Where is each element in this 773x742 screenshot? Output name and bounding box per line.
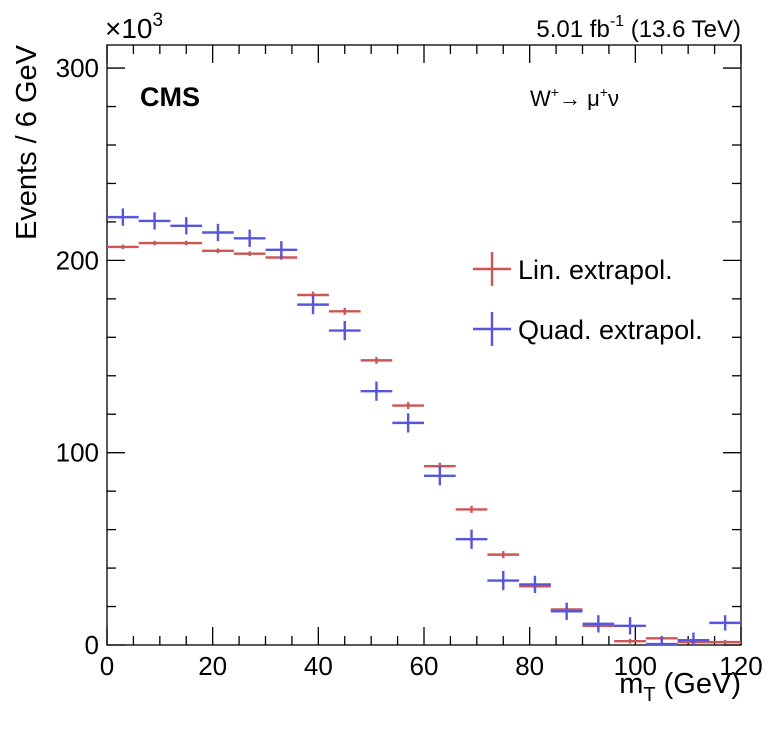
tick-labels: 0 20 40 60 80 100 120 0 100 200 300 (56, 53, 763, 681)
data-point (107, 244, 139, 250)
data-point (392, 413, 424, 433)
data-point (487, 551, 520, 559)
data-point (265, 241, 298, 259)
data-point (170, 217, 203, 235)
data-point (170, 240, 203, 246)
legend-marker-lin (473, 252, 511, 286)
data-point (360, 356, 393, 364)
data-point (202, 248, 234, 254)
data-point (645, 636, 678, 646)
data-series (107, 208, 741, 646)
data-point (519, 575, 551, 594)
data-point (455, 529, 488, 549)
data-point (455, 505, 488, 513)
legend-label-quad: Quad. extrapol. (518, 315, 703, 345)
x-tick-label: 100 (614, 651, 657, 681)
x-axis-title: mT (GeV) (619, 668, 741, 706)
data-point (202, 223, 234, 242)
x-tick-label: 20 (198, 651, 227, 681)
data-point (709, 615, 741, 631)
data-point (107, 208, 139, 226)
x-tick-label: 40 (304, 651, 333, 681)
legend-marker-quad (473, 312, 511, 346)
data-point (550, 602, 583, 620)
data-point (297, 295, 329, 315)
data-point (233, 251, 266, 256)
axis-ticks (106, 45, 742, 646)
x-tick-label: 80 (515, 651, 544, 681)
series-lin-extrapol (107, 240, 741, 645)
x-tick-label: 120 (719, 651, 762, 681)
data-point (614, 617, 646, 635)
x-tick-label: 0 (100, 651, 114, 681)
data-point (614, 638, 646, 644)
data-point (138, 212, 171, 230)
data-point (138, 240, 171, 246)
process-label: W+→ μ+ν (530, 84, 619, 111)
data-point (233, 229, 266, 247)
x-tick-label: 60 (410, 651, 439, 681)
lumi-label: 5.01 fb-1 (13.6 TeV) (536, 13, 741, 43)
y-tick-label: 200 (56, 245, 99, 275)
y-axis-title: Events / 6 GeV (11, 44, 43, 240)
data-point (677, 632, 710, 645)
y-multiplier: ×103 (105, 10, 163, 44)
data-point (360, 381, 393, 401)
data-point (487, 570, 520, 591)
y-tick-label: 300 (56, 53, 99, 83)
series-quad-extrapol (107, 208, 741, 646)
y-tick-label: 0 (85, 630, 99, 660)
cms-label: CMS (140, 82, 200, 112)
legend: Lin. extrapol. Quad. extrapol. (473, 252, 703, 346)
data-point (424, 466, 456, 486)
data-point (392, 402, 424, 410)
data-point (328, 307, 361, 315)
data-point (328, 320, 361, 341)
data-point (582, 615, 615, 633)
data-point (709, 639, 741, 645)
y-tick-label: 100 (56, 438, 99, 468)
legend-label-lin: Lin. extrapol. (518, 255, 673, 285)
plot-frame (106, 44, 742, 646)
